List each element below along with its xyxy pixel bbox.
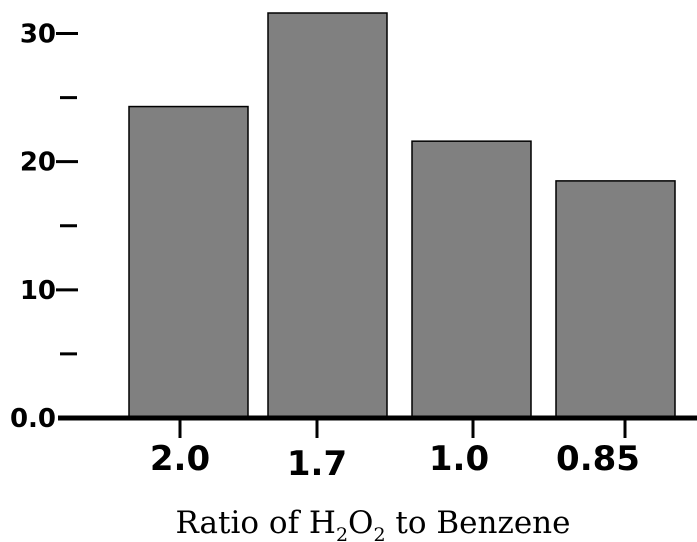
y-axis: 0.0 10 20 30 bbox=[10, 20, 78, 434]
x-tick-label: 2.0 bbox=[150, 439, 210, 479]
bar-0.85 bbox=[555, 180, 676, 419]
x-tick-label: 0.85 bbox=[556, 439, 640, 479]
bar-2.0 bbox=[128, 105, 249, 419]
y-tick-label: 20 bbox=[20, 148, 56, 178]
bar-1.0 bbox=[411, 140, 532, 419]
y-tick-label: 0.0 bbox=[10, 404, 56, 434]
y-tick-label: 10 bbox=[20, 276, 56, 306]
x-tick-label: 1.0 bbox=[429, 439, 489, 479]
y-tick-label: 30 bbox=[20, 20, 56, 50]
x-axis: 2.0 1.7 1.0 0.85 bbox=[58, 415, 697, 484]
bar-1.7 bbox=[267, 12, 388, 419]
bars-group bbox=[128, 12, 676, 419]
x-axis-title: Ratio of H2O2 to Benzene bbox=[176, 505, 571, 542]
x-tick-label: 1.7 bbox=[287, 444, 347, 484]
